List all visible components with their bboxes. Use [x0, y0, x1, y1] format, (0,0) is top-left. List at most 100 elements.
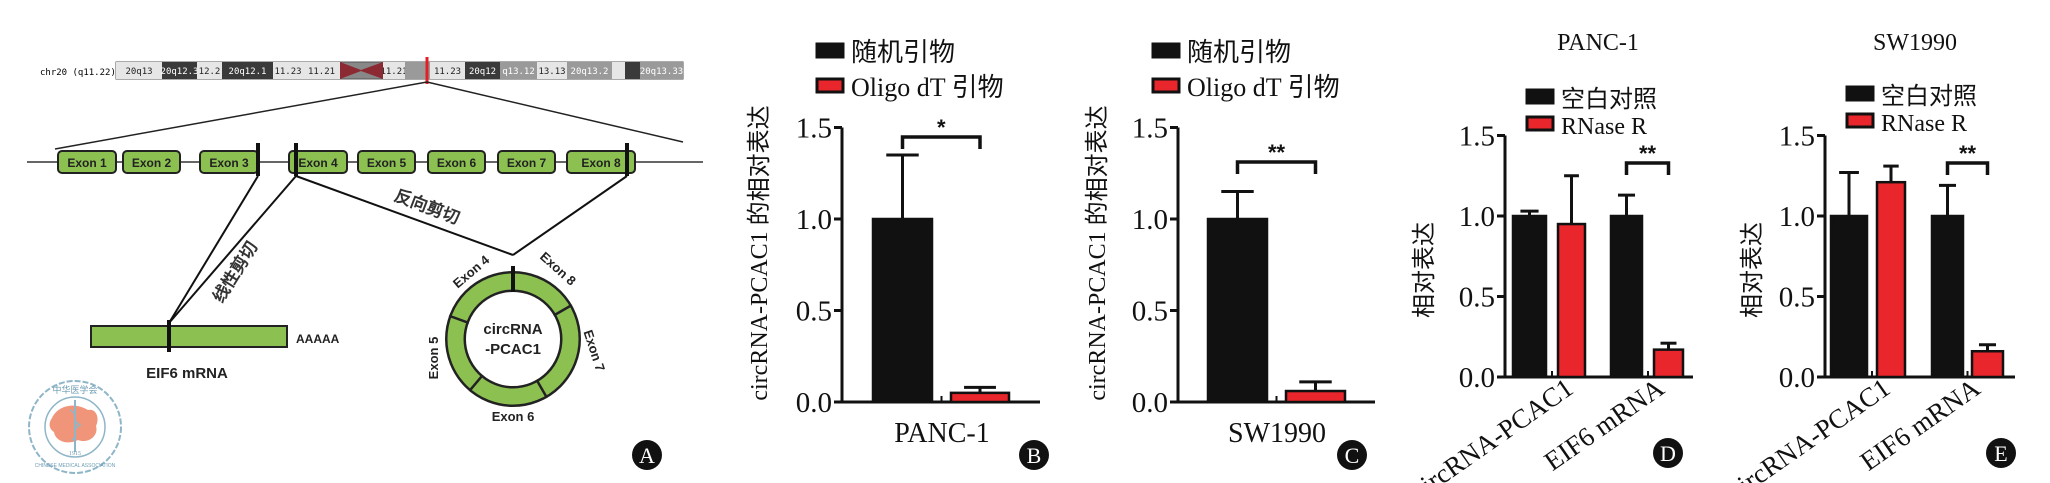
band-label: 11.23 — [434, 67, 461, 77]
ring-divider — [448, 314, 470, 325]
exon-box — [497, 150, 556, 174]
y-tick-label: 0.5 — [1132, 296, 1168, 328]
bar — [1652, 348, 1685, 379]
y-tick-label: 1.0 — [1132, 204, 1168, 236]
eif6-mrna-bar — [90, 325, 288, 348]
chart-title: PANC-1 — [1557, 30, 1639, 56]
chinese-medical-association-logo: 中华医学会 1915 CHINESE MEDICAL ASSOCIATION — [28, 380, 122, 474]
panel-a-diagram: chr20 (q11.22) 20q13 20q12.3 12.2 20q12.1 11… — [27, 57, 703, 474]
y-tick-label: 0.0 — [796, 387, 832, 419]
chromosome-band — [197, 62, 222, 79]
significance-stars: * — [937, 115, 946, 140]
linear-splice-line-2 — [168, 175, 297, 324]
bar — [1206, 217, 1269, 404]
legend-swatch — [1151, 77, 1181, 94]
bar — [949, 391, 1011, 404]
significance-bracket — [1235, 160, 1318, 174]
y-axis-label: 相对表达 — [1411, 222, 1438, 318]
chromosome-band — [430, 62, 465, 79]
significance-bracket — [1945, 161, 1990, 175]
exon-box — [122, 150, 181, 174]
ring-divider — [535, 379, 549, 399]
circrna-ring — [445, 271, 581, 407]
chart-title: SW1990 — [1873, 30, 1957, 56]
back-splice-line-1 — [295, 175, 514, 256]
ring-divider — [468, 374, 484, 392]
band-label: 11.21 — [380, 67, 407, 77]
bar — [1556, 222, 1587, 379]
chromosome-band — [625, 62, 640, 79]
circrna-label-line2: -PCAC1 — [485, 341, 541, 358]
y-axis-label: circRNA-PCAC1 的相对表达 — [1084, 105, 1111, 400]
legend-swatch — [1151, 42, 1181, 59]
bar — [1970, 349, 2005, 379]
exon-label: Exon 7 — [507, 156, 547, 170]
category-label: SW1990 — [1228, 418, 1326, 449]
panel-letter-text: E — [1994, 441, 2007, 466]
panel-letter-badge — [1337, 440, 1367, 470]
chart-panel-c: 0.0 0.5 1.0 1.5 circRNA-PCAC1 的相对表达 随机引物 Oligo… — [1084, 38, 1375, 470]
exon-label: Exon 1 — [67, 156, 107, 170]
legend-label: Oligo dT 引物 — [851, 73, 1004, 102]
y-tick-label: 0.5 — [796, 296, 832, 328]
legend-swatch — [1845, 112, 1875, 129]
significance-stars: ** — [1639, 141, 1657, 166]
y-tick-label: 1.0 — [796, 204, 832, 236]
exon-box — [566, 150, 636, 174]
y-tick-label: 1.0 — [1779, 201, 1815, 233]
circ-exon5-label: Exon 5 — [426, 337, 441, 380]
bar — [871, 217, 934, 404]
band-label: 20q13.33 — [640, 67, 683, 77]
chromosome-band — [612, 62, 625, 79]
bar — [1511, 214, 1548, 379]
legend-label: RNase R — [1561, 114, 1647, 140]
exon-box — [427, 150, 486, 174]
exon-label: Exon 5 — [367, 156, 407, 170]
band-label: 11.21 — [308, 67, 335, 77]
chromosome-band — [537, 62, 567, 79]
logo-ring-text: CHINESE MEDICAL ASSOCIATION — [35, 463, 116, 469]
y-tick-label: 1.0 — [1459, 201, 1495, 233]
y-tick-label: 1.5 — [796, 113, 832, 145]
y-tick-label: 0.5 — [1459, 282, 1495, 314]
chromosome-label: chr20 (q11.22) — [40, 68, 116, 78]
panel-letter-b: B — [1019, 440, 1049, 470]
significance-bracket — [900, 135, 982, 149]
chromosome-band — [500, 62, 537, 79]
exon-label: Exon 4 — [298, 156, 338, 170]
legend-swatch — [815, 42, 845, 59]
chromosome-band — [273, 62, 303, 79]
y-axis-label: circRNA-PCAC1 的相对表达 — [746, 105, 773, 400]
chromosome-band — [303, 62, 340, 79]
exon-label: Exon 8 — [581, 156, 621, 170]
chromosome-band — [222, 62, 273, 79]
significance-stars: ** — [1959, 141, 1977, 166]
chromosome-band — [405, 62, 427, 79]
significance-bracket — [1624, 161, 1671, 175]
band-label: 11.23 — [274, 67, 301, 77]
legend-label: 空白对照 — [1881, 83, 1977, 110]
bar-charts: 0.0 0.5 1.0 1.5 circRNA-PCAC1 的相对表达 随机引物 Oligo… — [746, 30, 2016, 483]
exon-box — [57, 150, 117, 174]
band-label: q13.12 — [502, 67, 535, 77]
exon-box — [288, 150, 348, 174]
panel-letter-a: A — [632, 440, 662, 470]
band-label: 20q13.2 — [571, 67, 609, 77]
circ-exon6-label: Exon 6 — [492, 409, 535, 424]
polya-tail-label: AAAAA — [296, 332, 340, 346]
panel-letter-badge — [1019, 440, 1049, 470]
circrna-label-line1: circRNA — [483, 321, 542, 338]
legend-swatch — [815, 77, 845, 94]
panel-letter-e: E — [1986, 438, 2016, 468]
zoom-line-right — [426, 81, 684, 143]
y-tick-label: 0.0 — [1779, 362, 1815, 394]
y-tick-label: 0.0 — [1132, 387, 1168, 419]
panel-letter-text: C — [1345, 443, 1360, 468]
chromosome-band — [162, 62, 197, 79]
category-label: PANC-1 — [894, 418, 989, 449]
legend-label: Oligo dT 引物 — [1187, 73, 1340, 102]
exon-label: Exon 3 — [209, 156, 249, 170]
panel-letter-text: D — [1660, 441, 1676, 466]
